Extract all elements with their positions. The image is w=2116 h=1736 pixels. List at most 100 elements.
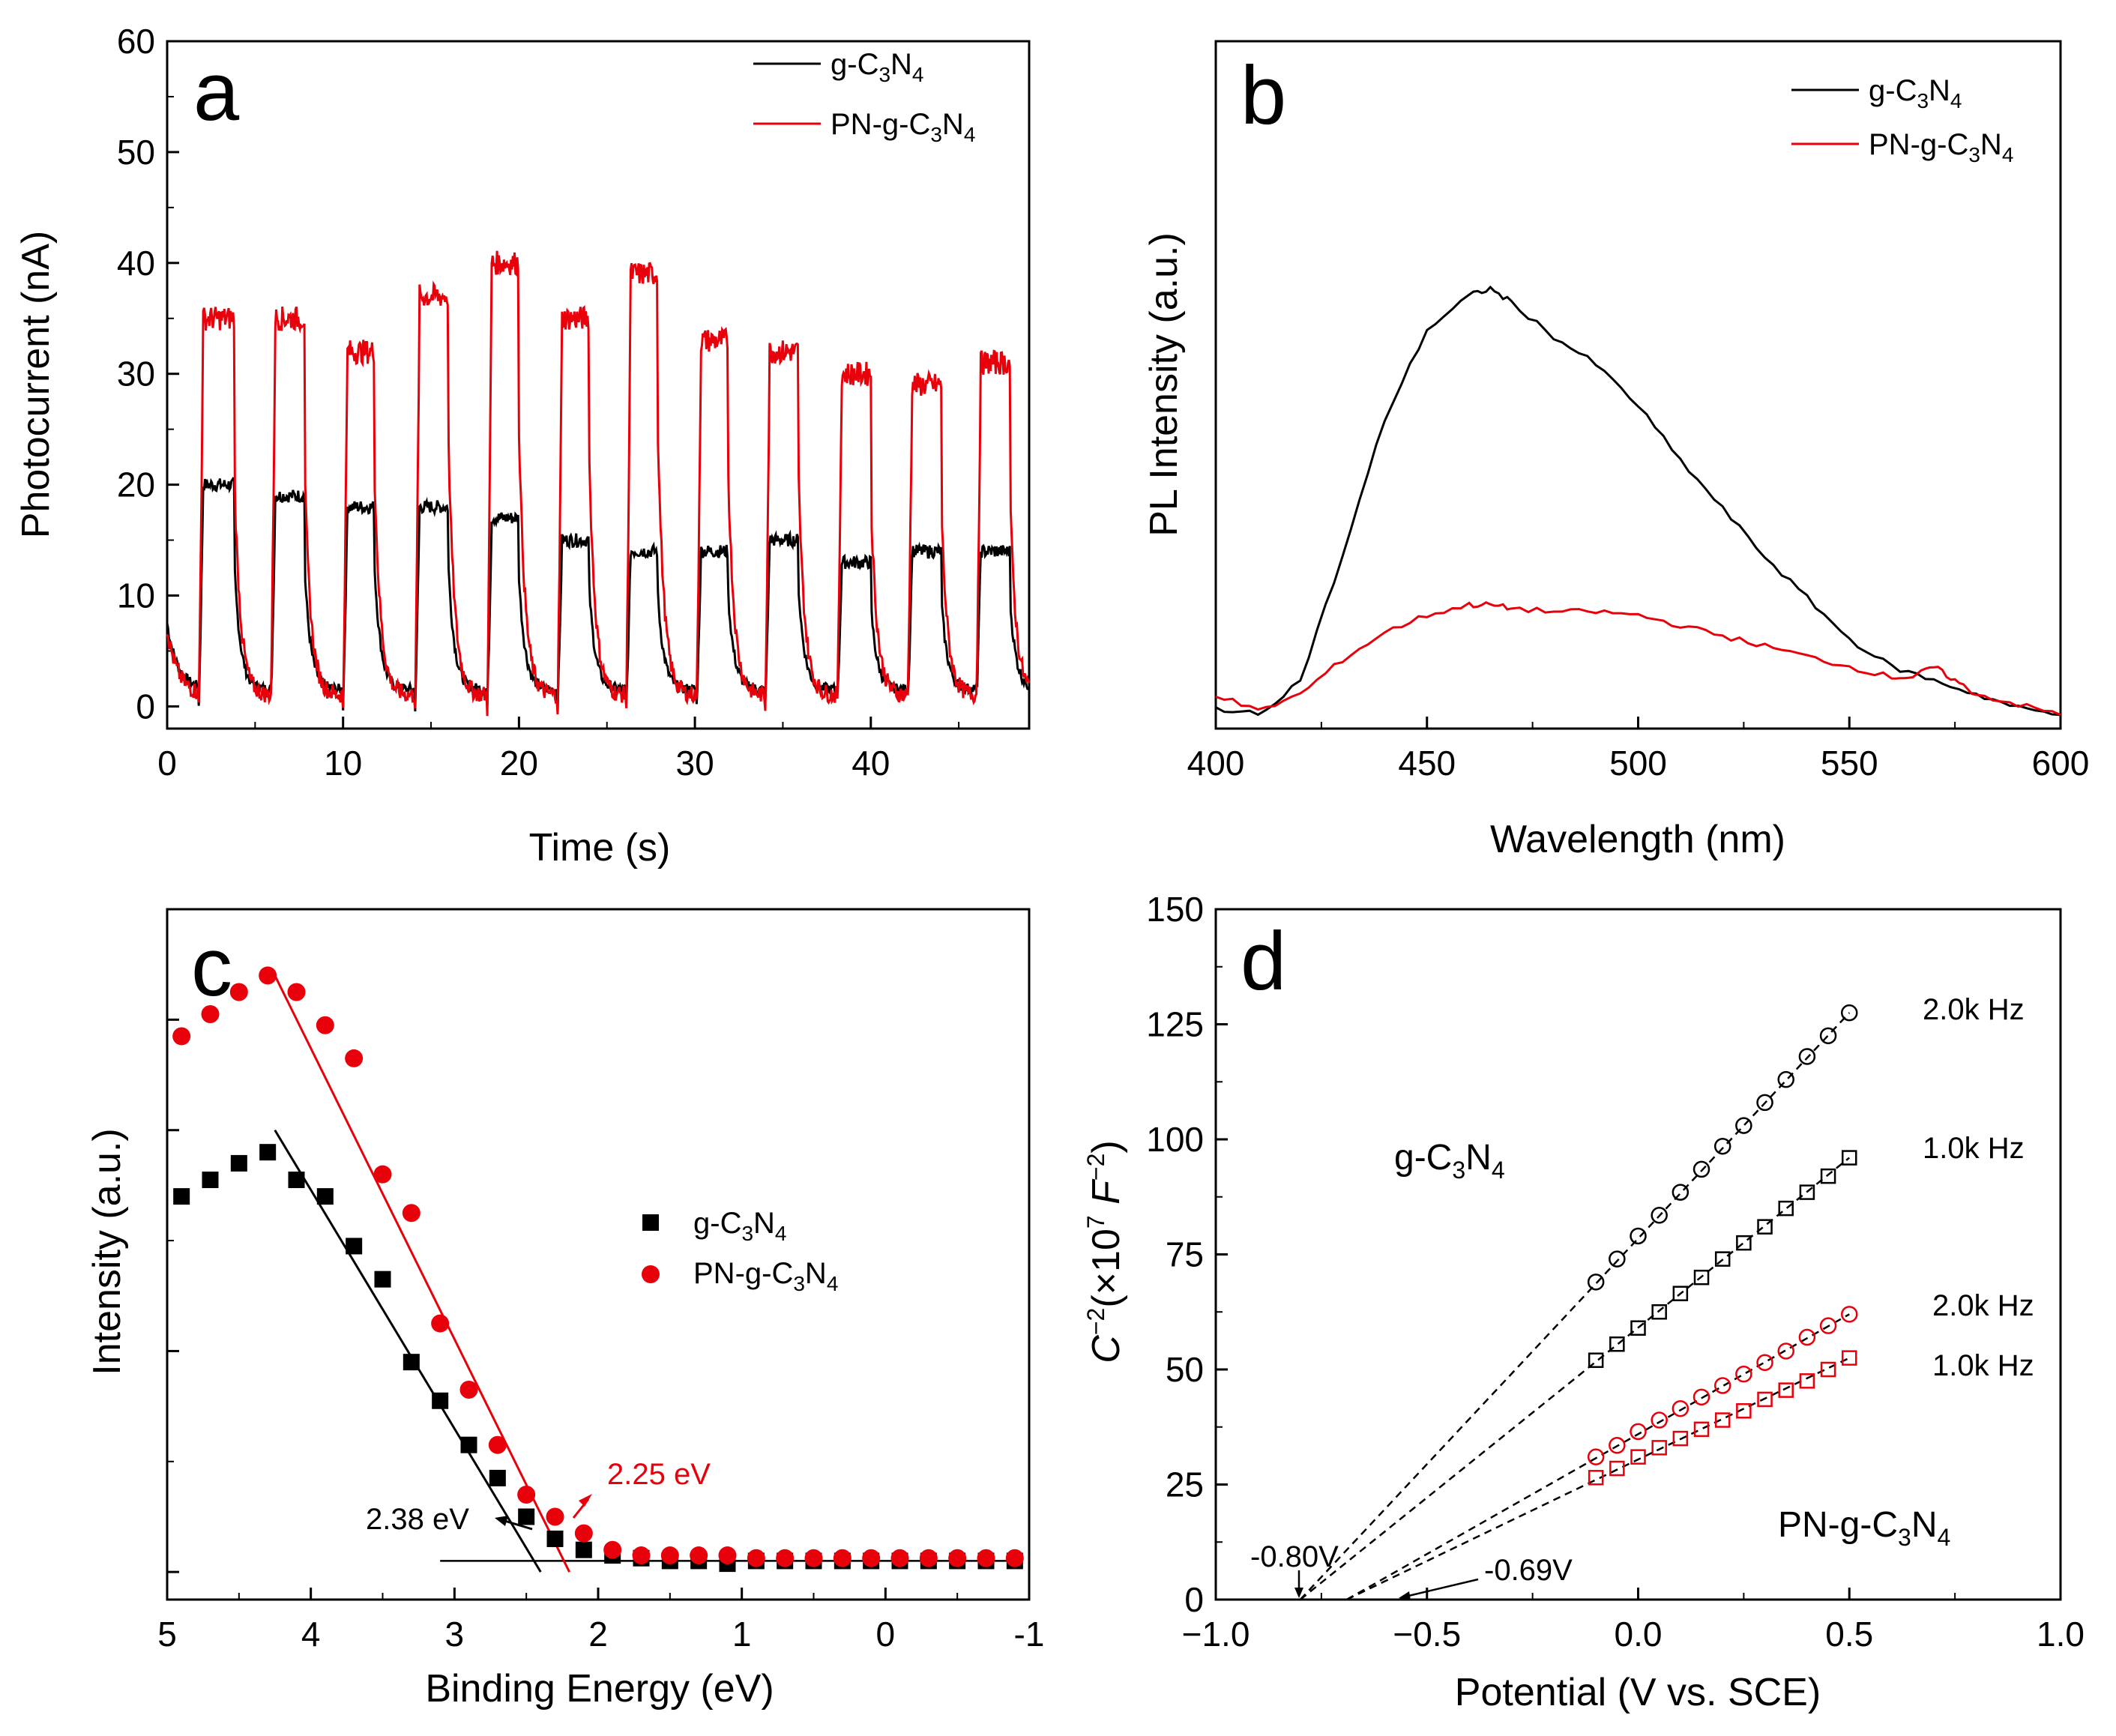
panel-b-label: b [1241,49,1286,142]
data-point-g-C3N4 [518,1508,535,1525]
data-point [1778,1382,1794,1398]
data-point-g-C3N4 [575,1541,592,1558]
data-point [1736,1403,1752,1419]
panel-a-frame [166,40,1031,730]
panel-c-label: c [191,921,232,1013]
annotation-arrows [1294,1570,1479,1600]
data-point [1609,1250,1626,1268]
data-point-g-C3N4 [460,1436,477,1453]
data-point-PN-g-C3N4 [574,1524,593,1543]
panel-a-xlabel: Time (s) [529,826,671,869]
x-tick-label: 20 [500,744,538,783]
fit-line-g-C3N4-2.0k-Hz [1299,1012,1851,1600]
data-point [1693,1421,1710,1438]
fit-line-PN-g-C3N4 [274,974,571,1573]
data-point-PN-g-C3N4 [862,1549,881,1567]
panel-c-ylabel: Intensity (a.u.) [85,1128,129,1375]
data-point-PN-g-C3N4 [287,983,306,1001]
x-tick-label: 400 [1187,744,1245,783]
data-point [1630,1227,1647,1245]
data-point-PN-g-C3N4 [345,1049,364,1067]
legend-label-red: PN-g-C3N4 [1869,128,2013,166]
data-point-PN-g-C3N4 [459,1381,478,1399]
data-point-PN-g-C3N4 [690,1546,708,1565]
legend-label-red: PN-g-C3N4 [693,1257,838,1295]
freq-label-red-1k: 1.0k Hz [1932,1349,2034,1382]
data-point [1672,1184,1690,1201]
x-tick-label: 0.5 [1825,1615,1873,1654]
data-point-PN-g-C3N4 [402,1204,421,1223]
y-tick-label: 40 [117,244,155,283]
data-point [1672,1430,1689,1447]
data-point [1778,1200,1794,1217]
panel-a-ylabel: Photocurrent (nA) [14,231,58,538]
data-point [1693,1269,1710,1286]
panel-d: −1.0 −0.5 0.0 0.5 1.0 0 25 50 75 100 125 150 d 2.0k… [1082,890,2085,1714]
y-tick-label: 25 [1166,1465,1204,1504]
x-tick-label: −1.0 [1182,1615,1250,1654]
data-point [1588,1470,1604,1486]
data-point-g-C3N4 [432,1392,449,1409]
panel-a-label: a [193,46,240,138]
y-tick-label: 75 [1166,1235,1204,1274]
panel-b-ylabel: PL Intensity (a.u.) [1142,232,1186,537]
data-point [1630,1320,1646,1336]
y-tick-label: 50 [117,133,155,172]
legend-marker-black [642,1214,659,1231]
x-tick-label: 600 [2032,744,2090,783]
y-tick-label: 10 [117,576,155,615]
data-point [1798,1048,1816,1065]
data-point [1799,1373,1815,1389]
x-tick-label: 40 [851,744,890,783]
data-point [1630,1449,1646,1465]
y-tick-label: 100 [1146,1120,1204,1159]
data-point-PN-g-C3N4 [201,1004,220,1023]
y-tick-label: 0 [1184,1580,1204,1619]
x-tick-label: 500 [1609,744,1667,783]
y-tick-label: 0 [136,687,155,726]
legend-label-black: g-C3N4 [831,48,924,86]
data-point [1842,1150,1857,1166]
data-point [1820,1361,1836,1378]
data-point-PN-g-C3N4 [948,1549,967,1567]
data-point [1672,1399,1690,1417]
data-point-g-C3N4 [374,1271,391,1288]
data-point-PN-g-C3N4 [316,1016,334,1034]
data-point-PN-g-C3N4 [172,1027,191,1046]
annotation-080V: -0.80V [1250,1540,1339,1573]
data-point-PN-g-C3N4 [977,1549,995,1567]
data-point [1713,1137,1731,1155]
freq-label-black-1k: 1.0k Hz [1923,1132,2025,1165]
legend-marker-red [642,1265,660,1283]
data-point [1651,1411,1668,1429]
data-point [1609,1336,1625,1352]
data-point [1651,1304,1667,1320]
data-point [1819,1027,1837,1045]
data-point [1713,1377,1731,1394]
data-point [1841,1004,1858,1022]
panel-b-xlabel: Wavelength (nm) [1490,818,1785,861]
panel-a-legend: g-C3N4 PN-g-C3N4 [753,48,975,146]
legend-label-red: PN-g-C3N4 [831,108,975,146]
data-point-PN-g-C3N4 [546,1507,564,1526]
panel-d-xlabel: Potential (V vs. SCE) [1455,1671,1821,1714]
data-point [1714,1251,1731,1267]
data-point-PN-g-C3N4 [488,1435,507,1454]
data-point-PN-g-C3N4 [373,1165,392,1184]
data-point [1651,1440,1667,1456]
x-tick-label: -1 [1014,1615,1045,1654]
data-point-PN-g-C3N4 [890,1549,909,1567]
panel-a: 0 10 20 30 40 0 10 20 30 40 50 60 a g-C3N4 PN-g-C3N… [14,22,1031,869]
data-point-g-C3N4 [316,1188,334,1205]
data-point-PN-g-C3N4 [718,1546,737,1565]
data-point [1587,1274,1605,1291]
x-tick-label: 0.0 [1615,1615,1663,1654]
data-point [1714,1412,1731,1428]
data-point [1672,1286,1689,1301]
x-tick-label: 10 [324,744,362,783]
series-line-PN-g-C3N4 [1215,601,2061,717]
x-tick-label: 1 [732,1615,752,1654]
y-tick-label: 150 [1146,890,1204,929]
data-point-g-C3N4 [173,1188,190,1205]
